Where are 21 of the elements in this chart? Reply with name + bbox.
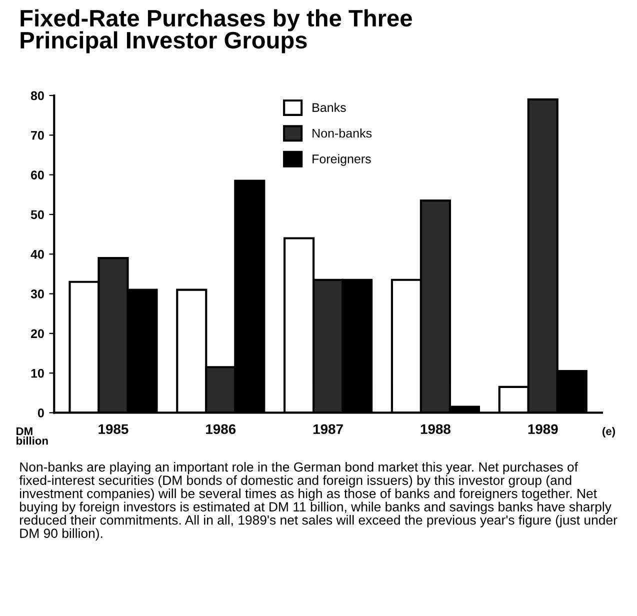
x-tick-label: 1988: [420, 424, 450, 434]
x-tick-label: 1987: [313, 424, 343, 434]
y-tick-label: 0: [38, 408, 44, 418]
chart-title: Fixed-Rate Purchases by the Three Principal Investor Groups: [20, 9, 412, 54]
y-tick-label: 10: [31, 368, 44, 378]
legend-label: Foreigners: [312, 154, 371, 166]
y-tick-label: 40: [30, 250, 44, 259]
text: (e): [602, 426, 615, 438]
y-tick-label: 70: [31, 130, 44, 140]
x-tick-label: 1985: [98, 424, 128, 434]
legend-label: Banks: [312, 102, 346, 112]
y-tick-label: 20: [30, 329, 44, 338]
y-tick-label: 60: [30, 170, 44, 180]
x-tick-label: 1986: [206, 424, 236, 434]
y-tick-label: 50: [30, 210, 44, 220]
y-tick-label: 80: [30, 91, 44, 100]
text: Non-banks are playing an important role in the German bond market this year. Net purchases of fixed-interest securities (DM bonds of domestic and foreign issuers) by this investor group (and investment companies) will be several times as high as those of banks and foreigners together. Net buying by foreign investors is estimated at DM 11 billion, while banks and savings banks have sharply reduced their commitments. All in all, 1989's net sales will exceed the previous year's figure (just under DM 90 billion).: [19, 462, 618, 541]
y-axis-title: DM billion: [16, 427, 48, 445]
y-tick-label: 30: [30, 290, 44, 298]
x-tick-label: 1989: [528, 424, 558, 434]
legend-label: Non-banks: [312, 128, 372, 138]
